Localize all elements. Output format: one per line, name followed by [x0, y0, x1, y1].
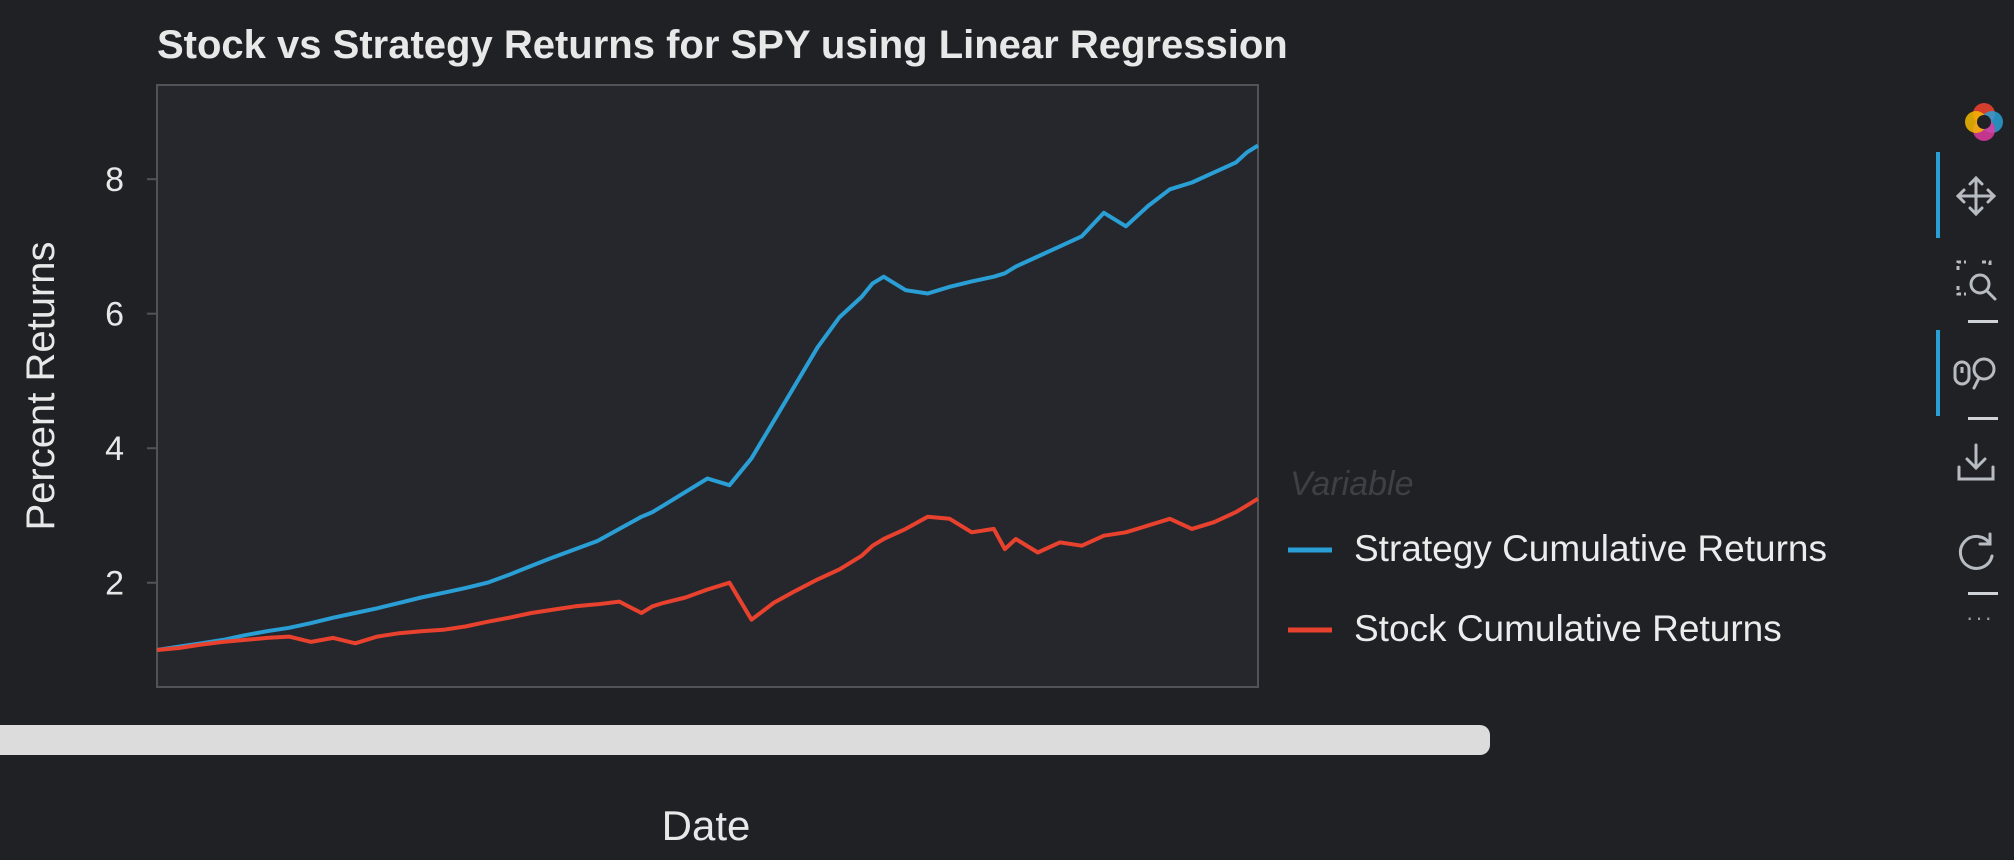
more-tools-icon[interactable]: ··· — [1966, 605, 1994, 630]
reset-icon[interactable] — [1936, 512, 2014, 582]
x-axis-label: Date — [662, 802, 751, 849]
y-tick-label: 6 — [105, 296, 124, 334]
chart-title: Stock vs Strategy Returns for SPY using … — [157, 23, 1288, 67]
y-tick-label: 8 — [105, 161, 124, 199]
wheel-zoom-icon[interactable] — [1936, 330, 2014, 416]
y-tick-label: 4 — [105, 430, 124, 468]
horizontal-scrollbar[interactable] — [0, 725, 1490, 755]
bokeh-logo-icon[interactable] — [1936, 80, 2014, 150]
y-tick-label: 2 — [105, 565, 124, 603]
plot-toolbar: ··· — [1936, 80, 2014, 640]
series-line-stock-cumulative-returns — [156, 496, 1260, 652]
y-axis-ticks: 2 4 6 8 — [105, 161, 157, 603]
y-axis-label: Percent Returns — [19, 241, 63, 530]
box-zoom-icon[interactable] — [1936, 240, 2014, 310]
pan-tool-icon[interactable] — [1936, 152, 2014, 238]
legend-label-strategy[interactable]: Strategy Cumulative Returns — [1354, 528, 1827, 569]
series-line-strategy-cumulative-returns — [156, 143, 1260, 652]
legend-title: Variable — [1290, 465, 1413, 503]
legend: Variable Strategy Cumulative Returns Sto… — [1288, 465, 1827, 649]
plot-area[interactable] — [156, 84, 1259, 688]
series-lines — [156, 143, 1260, 652]
legend-label-stock[interactable]: Stock Cumulative Returns — [1354, 608, 1782, 649]
save-icon[interactable] — [1936, 425, 2014, 495]
